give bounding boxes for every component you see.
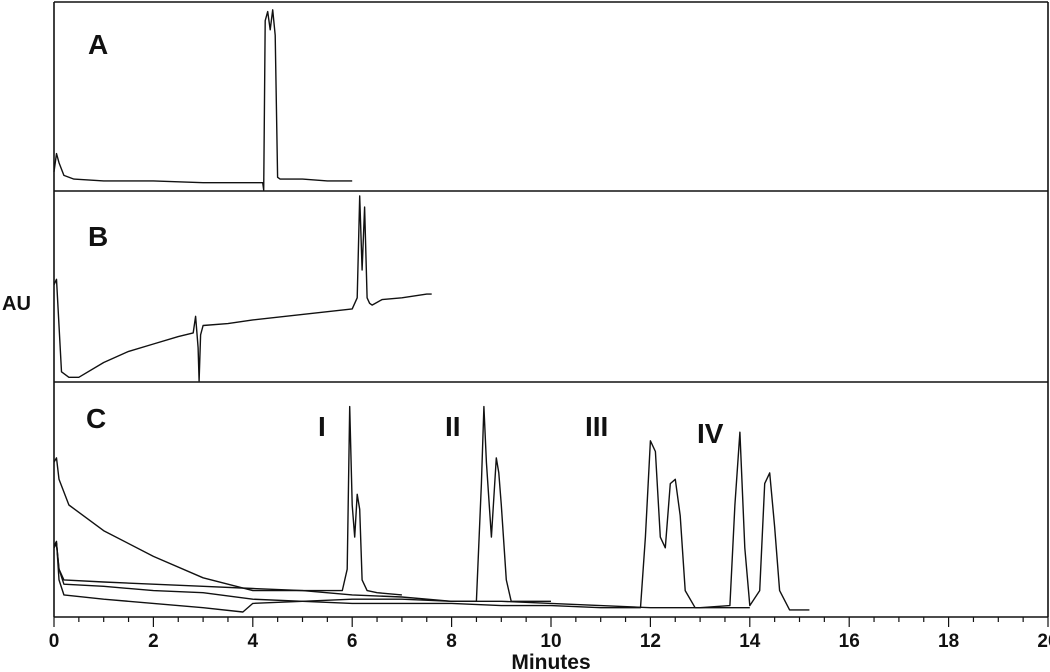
trace-panel-c-4	[53, 431, 810, 613]
x-tick-label: 10	[540, 631, 561, 652]
peak-label-iii: III	[585, 411, 608, 442]
peak-label-iv: IV	[697, 418, 724, 449]
x-tick-label: 8	[446, 631, 457, 652]
peak-label-ii: II	[445, 411, 461, 442]
panel-label-c: C	[86, 403, 106, 434]
x-tick-label: 0	[49, 631, 60, 652]
x-tick-label: 6	[347, 631, 358, 652]
panel-label-a: A	[88, 29, 108, 60]
trace-panel-c-1	[53, 405, 402, 596]
x-tick-label: 4	[248, 631, 259, 652]
y-axis-label: AU	[2, 293, 31, 315]
chromatogram-traces	[53, 9, 810, 613]
x-tick-label: 18	[938, 631, 959, 652]
x-tick-label: 20	[1037, 631, 1050, 652]
x-tick-label: 12	[640, 631, 661, 652]
trace-panel-c-2	[53, 405, 551, 602]
x-tick-label: 14	[739, 631, 761, 652]
trace-panel-a-1	[53, 9, 353, 191]
x-axis-ticks: 0 2 4 6 8 10 12 14 16 18 20	[49, 617, 1050, 652]
trace-panel-c-3	[53, 440, 750, 609]
x-axis-label: Minutes	[511, 651, 590, 672]
peak-label-i: I	[318, 411, 326, 442]
panel-label-b: B	[88, 221, 108, 252]
trace-panel-b-1	[53, 195, 432, 382]
x-tick-label: 2	[148, 631, 159, 652]
x-tick-label: 16	[839, 631, 860, 652]
